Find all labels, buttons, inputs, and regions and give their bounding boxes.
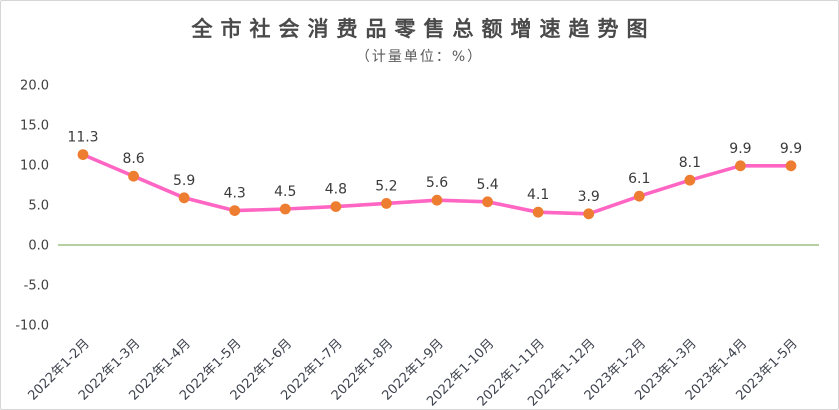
data-point-marker <box>128 170 139 182</box>
y-tick-label: -5.0 <box>24 279 49 294</box>
data-label: 4.5 <box>274 184 296 200</box>
data-point-marker <box>785 160 797 172</box>
data-point-marker <box>583 208 595 220</box>
data-point-marker <box>482 196 493 208</box>
data-label: 9.9 <box>780 141 802 157</box>
chart-subtitle: （计量单位：%） <box>355 49 484 65</box>
data-label: 5.4 <box>476 177 498 193</box>
chart-title: 全市社会消费品零售总额增速趋势图 <box>191 17 656 41</box>
data-point-marker <box>735 160 746 172</box>
y-tick-label: -10.0 <box>15 319 49 334</box>
data-point-marker <box>77 149 89 161</box>
data-label: 4.8 <box>325 182 347 198</box>
data-label: 5.6 <box>426 175 448 191</box>
data-label: 8.1 <box>679 155 701 171</box>
data-point-marker <box>532 206 544 218</box>
data-point-marker <box>684 174 696 186</box>
data-label: 11.3 <box>67 130 98 146</box>
data-label: 5.9 <box>173 173 195 189</box>
data-label: 8.6 <box>122 151 144 167</box>
y-tick-label: 0.0 <box>28 239 49 254</box>
data-point-marker <box>330 201 342 213</box>
data-label: 4.1 <box>527 187 549 203</box>
data-label: 3.9 <box>578 189 600 205</box>
data-label: 5.2 <box>375 178 397 194</box>
y-tick-label: 5.0 <box>28 199 49 214</box>
y-tick-label: 10.0 <box>20 159 49 174</box>
data-label: 9.9 <box>729 141 751 157</box>
data-point-marker <box>229 205 241 217</box>
data-label: 4.3 <box>224 186 246 202</box>
y-tick-label: 15.0 <box>20 119 49 134</box>
data-label: 6.1 <box>628 171 650 187</box>
data-point-marker <box>431 194 443 206</box>
data-point-marker <box>633 190 645 202</box>
data-point-marker <box>279 203 291 215</box>
data-point-marker <box>381 198 392 209</box>
data-point-marker <box>178 192 190 204</box>
y-tick-label: 20.0 <box>20 79 49 94</box>
